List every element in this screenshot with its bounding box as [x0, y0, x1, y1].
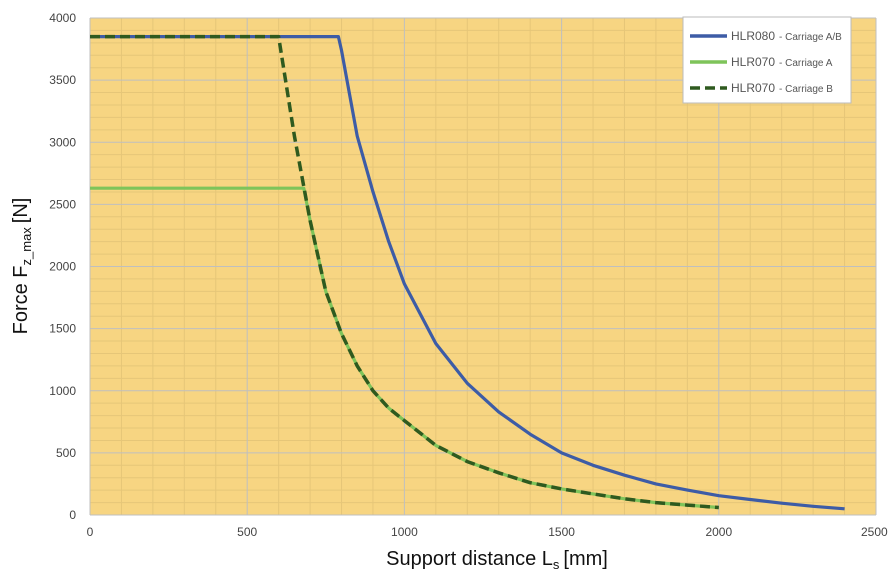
y-tick-label: 4000 — [49, 11, 76, 25]
major-grid — [89, 17, 877, 516]
x-tick-label: 0 — [87, 525, 94, 539]
legend-note-0: - Carriage A/B — [779, 32, 842, 43]
legend-note-2: - Carriage B — [779, 84, 833, 95]
y-tick-label: 3500 — [49, 73, 76, 87]
x-axis-title-unit: [mm] — [563, 548, 607, 570]
y-tick-labels: 0 500 1000 1500 2000 2500 3000 3500 4000 — [49, 11, 76, 522]
y-tick-label: 1000 — [49, 384, 76, 398]
x-tick-label: 1500 — [548, 525, 575, 539]
y-tick-label: 2000 — [49, 260, 76, 274]
x-tick-label: 2000 — [705, 525, 732, 539]
x-tick-label: 2500 — [861, 525, 888, 539]
x-tick-labels: 0 500 1000 1500 2000 2500 — [87, 525, 888, 539]
legend: HLR080- Carriage A/B HLR070- Carriage A HL… — [682, 16, 852, 104]
x-axis-title-subscript: s — [553, 557, 560, 572]
series-layer — [90, 34, 845, 511]
y-axis-title-unit: [N] — [10, 198, 32, 224]
x-tick-label: 500 — [237, 525, 257, 539]
y-tick-label: 500 — [56, 446, 76, 460]
x-axis-title: Support distance Ls [mm] — [386, 548, 608, 572]
y-axis-title-main: Force F — [10, 265, 32, 334]
legend-label-0: HLR080- Carriage A/B — [731, 29, 842, 43]
y-tick-label: 1500 — [49, 322, 76, 336]
x-tick-label: 1000 — [391, 525, 418, 539]
legend-label-1: HLR070- Carriage A — [731, 55, 833, 69]
series-line-0 — [90, 35, 845, 511]
legend-label-2: HLR070- Carriage B — [731, 81, 833, 95]
series-line-1 — [90, 186, 719, 510]
y-tick-label: 3000 — [49, 135, 76, 149]
legend-note-1: - Carriage A — [779, 58, 833, 69]
y-tick-label: 2500 — [49, 197, 76, 211]
y-tick-label: 0 — [69, 508, 76, 522]
y-axis-title: Force Fz_max [N] — [10, 198, 34, 335]
x-axis-title-main: Support distance L — [386, 548, 553, 570]
series-line-2 — [90, 34, 719, 510]
y-axis-title-subscript: z_max — [19, 227, 34, 266]
